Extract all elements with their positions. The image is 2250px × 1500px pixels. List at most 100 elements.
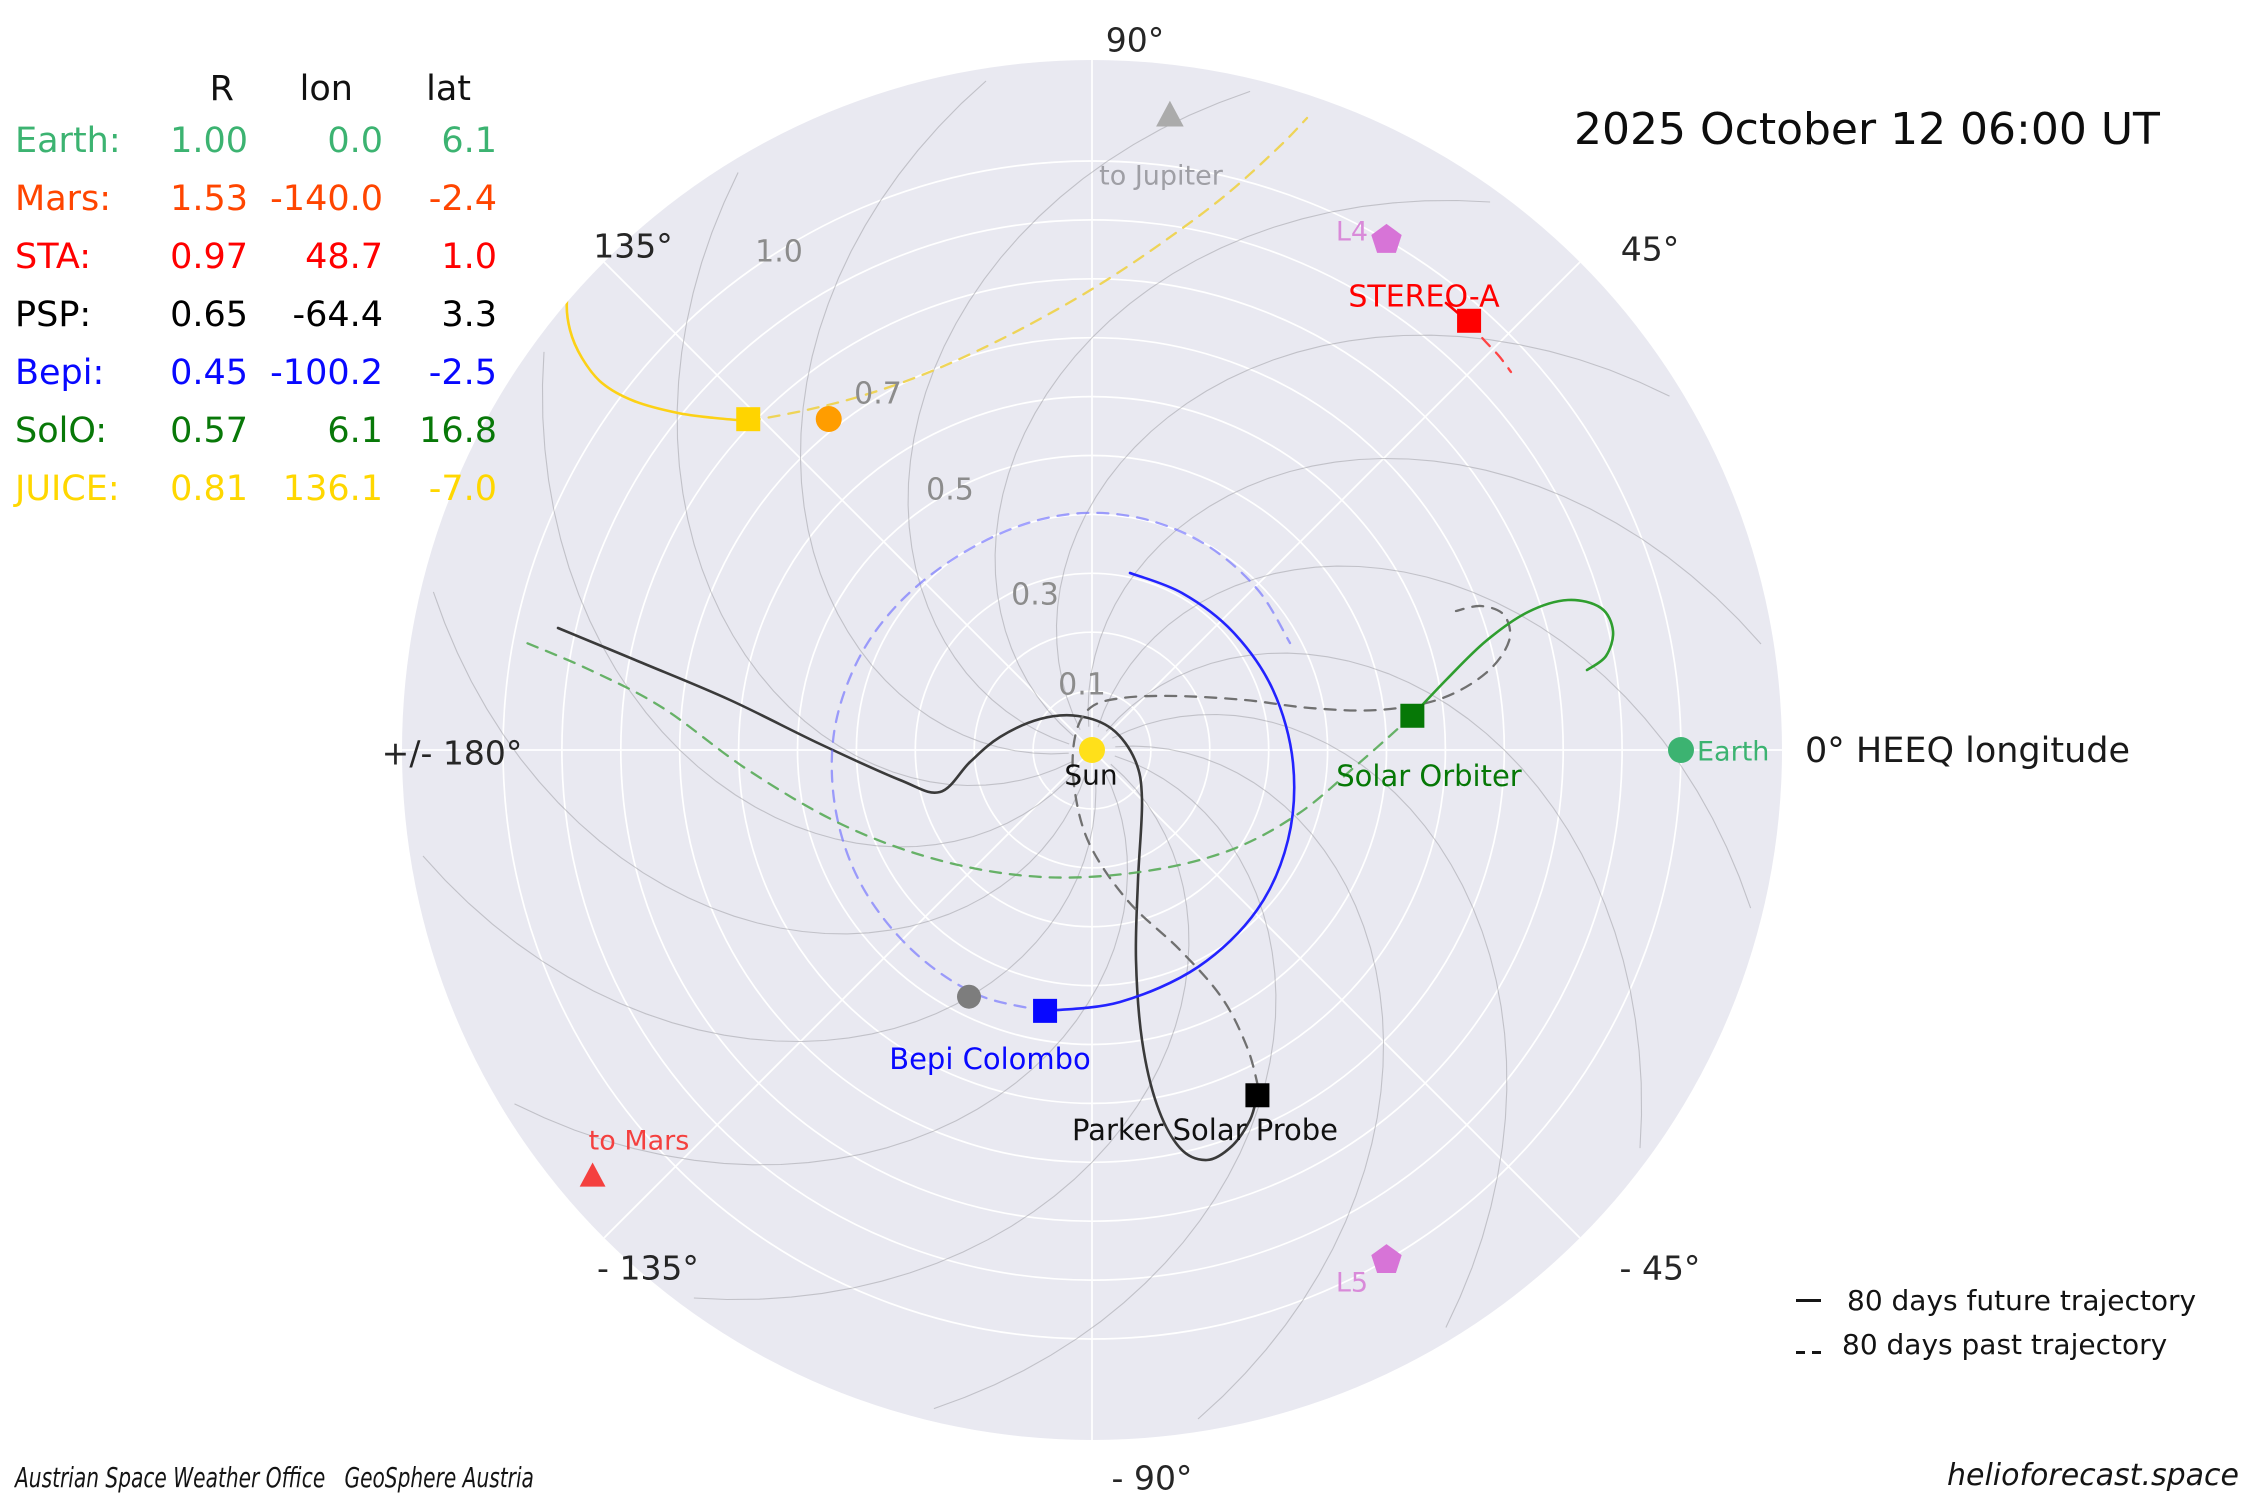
- body-label: L5: [1336, 1268, 1368, 1299]
- polar-grid: [402, 60, 1782, 1440]
- parker-spiral: [541, 351, 1079, 848]
- body-markers: [579, 100, 1694, 1273]
- body-label: Bepi Colombo: [889, 1042, 1091, 1076]
- psp-marker: [1245, 1083, 1270, 1108]
- juice-marker: [736, 407, 761, 432]
- table-cell-lat: 16.8: [419, 411, 497, 451]
- grid-spoke: [1091, 749, 1581, 1239]
- table-row-label: PSP:: [15, 295, 92, 335]
- radius-tick-label: 0.3: [1011, 578, 1059, 613]
- l5-marker: [1371, 1244, 1402, 1273]
- body-label: to Mars: [589, 1126, 690, 1157]
- angle-tick-label: 45°: [1621, 230, 1680, 269]
- body-label: STEREO-A: [1348, 280, 1500, 315]
- table-cell-lat: -2.4: [428, 179, 497, 219]
- radius-tick-label: 1.0: [755, 235, 803, 270]
- table-row-label: Earth:: [15, 121, 121, 161]
- date-title: 2025 October 12 06:00 UT: [1574, 104, 2160, 155]
- table-cell-lon: 136.1: [282, 469, 383, 509]
- psp-past-trajectory: [1071, 604, 1512, 1088]
- table-row-label: STA:: [15, 237, 91, 277]
- bepi-past-trajectory: [830, 511, 1292, 1013]
- table-header-empty: [15, 66, 133, 112]
- website-text: helioforecast.space: [1946, 1458, 2239, 1493]
- parker-spiral: [799, 80, 1069, 755]
- bepi-future-trajectory: [1043, 571, 1296, 1013]
- angle-tick-label: 90°: [1106, 21, 1165, 60]
- dashed-line-icon: [1796, 1328, 1821, 1361]
- stereo-a-marker: [1457, 308, 1482, 333]
- plot-labels: 0.1 0.3 0.5 0.7 1.0 90° 45° 135° +/- 180° - 135° -…: [382, 21, 1770, 1498]
- parker-spiral: [676, 172, 1072, 787]
- body-label: Solar Orbiter: [1336, 759, 1522, 793]
- body-label: Sun: [1064, 759, 1117, 792]
- legend-future-label: 80 days future trajectory: [1847, 1283, 2197, 1317]
- legend-row-past: 80 days past trajectory: [1796, 1322, 2196, 1366]
- table-cell-r: 1.00: [170, 121, 248, 161]
- angle-tick-label: +/- 180°: [382, 734, 523, 773]
- table-cell-lon: -64.4: [292, 295, 383, 335]
- mercury-marker: [957, 984, 982, 1009]
- grid-spoke: [1091, 261, 1581, 751]
- l4-marker: [1371, 223, 1402, 253]
- legend-past-label: 80 days past trajectory: [1842, 1327, 2168, 1361]
- angle-tick-label: - 45°: [1620, 1249, 1701, 1288]
- credit-text: Austrian Space Weather Office GeoSphere …: [15, 1461, 534, 1494]
- parker-spiral: [1112, 713, 1508, 1328]
- table-cell-lat: -2.5: [428, 353, 497, 393]
- earth-marker: [1668, 737, 1694, 763]
- parker-spiral: [1097, 565, 1752, 909]
- angle-tick-label: - 135°: [597, 1249, 699, 1288]
- parker-spiral: [514, 770, 1129, 1166]
- parker-spiral: [432, 591, 1087, 935]
- table-row-label: Bepi:: [15, 353, 105, 393]
- table-cell-r: 0.45: [170, 353, 248, 393]
- parker-spiral: [1105, 652, 1643, 1149]
- grid-spoke: [603, 749, 1093, 1239]
- body-label: Parker Solar Probe: [1072, 1113, 1338, 1147]
- angle-tick-label: 135°: [593, 227, 673, 266]
- parker-spiral: [693, 763, 1190, 1301]
- radius-tick-label: 0.5: [926, 473, 974, 508]
- table-cell-lat: 1.0: [441, 237, 497, 277]
- parker-spiral: [933, 755, 1277, 1410]
- radius-tick-label: 0.7: [854, 377, 902, 412]
- table-row-label: Mars:: [15, 179, 112, 219]
- parker-spiral: [1115, 745, 1385, 1420]
- table-cell-lon: -100.2: [270, 353, 383, 393]
- heeq-longitude-label: 0° HEEQ longitude: [1805, 731, 2131, 771]
- solo-past-trajectory: [520, 639, 1414, 879]
- parker-spiral: [994, 199, 1491, 737]
- radius-tick-label: 0.1: [1058, 668, 1106, 703]
- parker-spiral: [422, 773, 1097, 1043]
- table-cell-lon: 48.7: [305, 237, 383, 277]
- solo-marker: [1400, 703, 1425, 728]
- body-label: Earth: [1697, 737, 1769, 768]
- trajectory-legend: 80 days future trajectory 80 days past t…: [1796, 1278, 2196, 1366]
- table-row-label: SolO:: [15, 411, 108, 451]
- juice-past-trajectory: [747, 116, 1309, 423]
- table-header-lat: lat: [426, 69, 471, 109]
- table-cell-lat: 6.1: [441, 121, 497, 161]
- juice-future-trajectory: [565, 270, 751, 423]
- trajectories: [520, 116, 1615, 1162]
- solid-line-icon: [1796, 1298, 1821, 1302]
- table-cell-r: 0.57: [170, 411, 248, 451]
- table-cell-lat: 3.3: [441, 295, 497, 335]
- table-row-label: JUICE:: [15, 469, 120, 509]
- mars-dir-marker: [579, 1162, 606, 1187]
- angle-tick-label: - 90°: [1112, 1459, 1193, 1498]
- body-label: to Jupiter: [1099, 161, 1224, 192]
- sun-marker: [1079, 737, 1105, 763]
- table-cell-lat: -7.0: [428, 469, 497, 509]
- venus-marker: [815, 406, 842, 433]
- parker-spiral: [907, 90, 1251, 745]
- table-cell-lon: 0.0: [327, 121, 383, 161]
- psp-future-trajectory: [556, 626, 1259, 1162]
- table-header-r: R: [209, 69, 234, 109]
- table-header-lon: lon: [299, 69, 353, 109]
- body-label: L4: [1336, 217, 1368, 248]
- table-cell-r: 0.65: [170, 295, 248, 335]
